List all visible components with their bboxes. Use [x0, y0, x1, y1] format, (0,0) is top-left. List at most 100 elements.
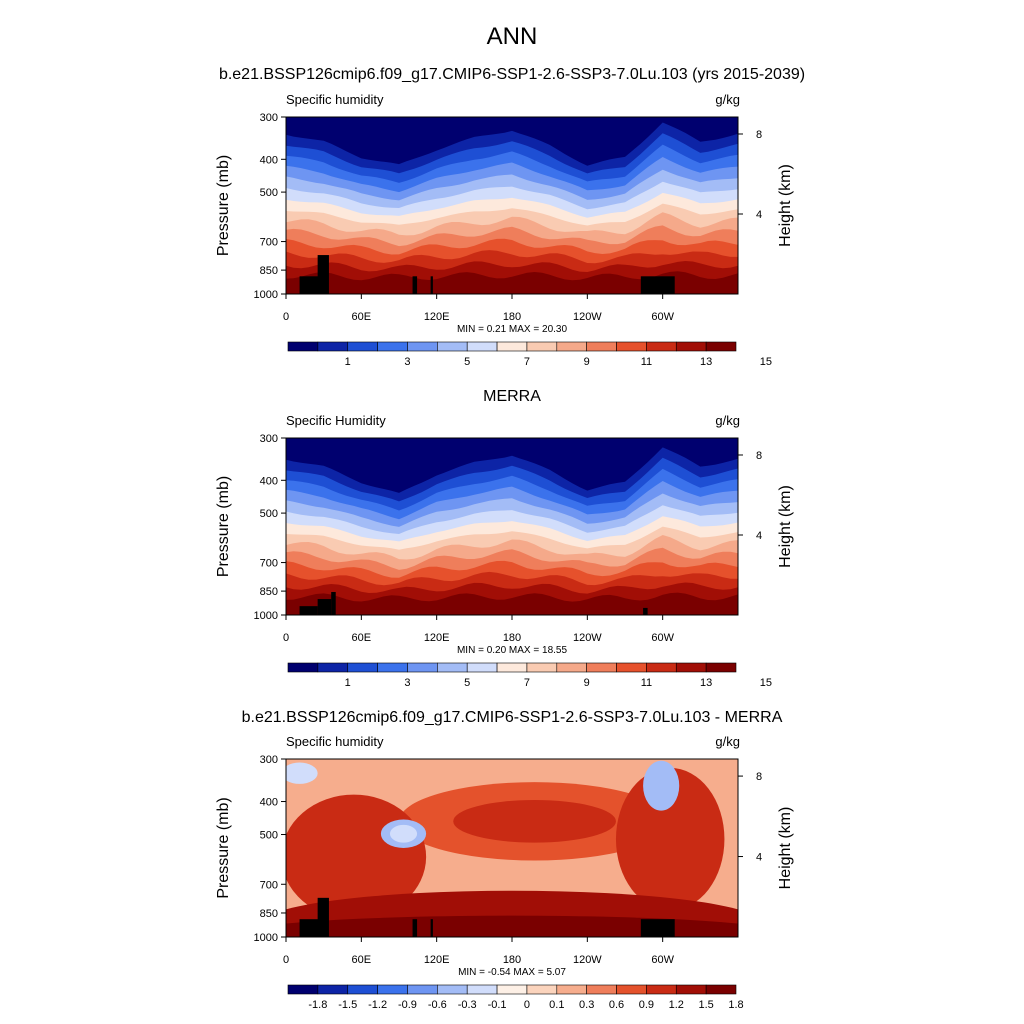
- colorbar-segment: [705, 984, 737, 995]
- colorbar-tick-label: 7: [524, 677, 530, 689]
- figure-title: ANN: [487, 23, 538, 50]
- x-tick-label: 60E: [352, 632, 372, 644]
- colorbar-tick-label: 1.5: [698, 999, 713, 1011]
- topography-block: [640, 919, 675, 937]
- x-tick-label: 0: [283, 632, 289, 644]
- colorbar-segment: [646, 662, 677, 673]
- colorbar-tick-label: 11: [641, 677, 652, 689]
- colorbar-segment: [466, 341, 498, 352]
- colorbar-tick-label: 0.3: [579, 999, 594, 1011]
- colorbar-tick-label: 3: [404, 677, 410, 689]
- variable-label: Specific humidity: [286, 734, 384, 749]
- min-max-label: MIN = 0.20 MAX = 18.55: [457, 645, 567, 656]
- colorbar-segment: [556, 662, 587, 673]
- panel3-heading: b.e21.BSSP126cmip6.f09_g17.CMIP6-SSP1-2.…: [242, 709, 783, 726]
- topography-block: [317, 897, 329, 937]
- x-tick-label: 60W: [651, 632, 674, 644]
- colorbar-segment: [287, 984, 319, 995]
- colorbar-tick-label: 1: [345, 677, 351, 689]
- colorbar-segment: [496, 984, 528, 995]
- colorbar-segment: [407, 984, 438, 995]
- contour-field: [286, 438, 738, 615]
- colorbar-tick-label: 1: [345, 356, 351, 368]
- x-tick-label: 180: [503, 954, 521, 966]
- y2-tick-label: 4: [756, 209, 762, 221]
- y-tick-label: 400: [260, 475, 278, 487]
- contour-band: [643, 760, 680, 811]
- y-tick-label: 1000: [254, 289, 278, 301]
- x-tick-label: 180: [503, 311, 521, 323]
- colorbar-segment: [466, 662, 498, 673]
- y-tick-label: 400: [260, 797, 278, 809]
- units-label: g/kg: [715, 92, 740, 107]
- colorbar-segment: [287, 341, 319, 352]
- contour-field: [286, 117, 738, 294]
- y-tick-label: 500: [260, 508, 278, 520]
- colorbar-segment: [616, 341, 647, 352]
- colorbar-tick-label: 1.8: [728, 999, 743, 1011]
- y-tick-label: 300: [260, 112, 278, 124]
- colorbar-segment: [317, 341, 349, 352]
- colorbar-tick-label: 5: [464, 677, 470, 689]
- x-tick-label: 120W: [573, 954, 602, 966]
- y-tick-label: 500: [260, 830, 278, 842]
- colorbar-tick-label: 13: [700, 356, 712, 368]
- y2-tick-label: 4: [756, 530, 762, 542]
- y2-tick-label: 8: [756, 771, 762, 783]
- x-tick-label: 0: [283, 311, 289, 323]
- y-tick-label: 700: [260, 237, 278, 249]
- colorbar-tick-label: 7: [524, 356, 530, 368]
- colorbar-tick-label: 9: [584, 356, 590, 368]
- colorbar-segment: [437, 341, 468, 352]
- y-tick-label: 850: [260, 908, 278, 920]
- colorbar-segment: [407, 662, 438, 673]
- y-tick-label: 300: [260, 433, 278, 445]
- colorbar-tick-label: 0.6: [609, 999, 624, 1011]
- x-tick-label: 120E: [424, 632, 450, 644]
- y-tick-label: 400: [260, 154, 278, 166]
- colorbar-segment: [317, 984, 349, 995]
- x-tick-label: 120E: [424, 954, 450, 966]
- contour-band: [286, 271, 738, 294]
- colorbar-tick-label: -0.9: [398, 999, 417, 1011]
- contour-field: [286, 759, 738, 937]
- colorbar-tick-label: -1.2: [368, 999, 387, 1011]
- units-label: g/kg: [715, 413, 740, 428]
- min-max-label: MIN = 0.21 MAX = 20.30: [457, 324, 567, 335]
- colorbar-segment: [646, 341, 677, 352]
- y-tick-label: 700: [260, 558, 278, 570]
- colorbar-segment: [586, 341, 617, 352]
- panel2-heading: MERRA: [483, 388, 541, 405]
- colorbar-tick-label: 1.2: [669, 999, 684, 1011]
- y2-axis-title: Height (km): [777, 164, 794, 247]
- contour-band: [286, 592, 738, 615]
- topography-block: [412, 276, 418, 294]
- y2-tick-label: 8: [756, 129, 762, 141]
- panel-difference: Specific humidity g/kg3004005007008501000…: [215, 734, 794, 1011]
- x-tick-label: 60W: [651, 954, 674, 966]
- colorbar-segment: [586, 984, 617, 995]
- y-tick-label: 850: [260, 265, 278, 277]
- colorbar-tick-label: 0: [524, 999, 530, 1011]
- colorbar-segment: [377, 984, 408, 995]
- colorbar-segment: [407, 341, 438, 352]
- colorbar-segment: [586, 662, 617, 673]
- colorbar-segment: [466, 984, 498, 995]
- colorbar-segment: [287, 662, 319, 673]
- colorbar-segment: [646, 984, 677, 995]
- topography-block: [317, 255, 329, 294]
- colorbar-segment: [437, 662, 468, 673]
- y-tick-label: 1000: [254, 610, 278, 622]
- colorbar-segment: [526, 984, 558, 995]
- contour-band: [286, 915, 738, 937]
- colorbar-segment: [705, 341, 737, 352]
- x-tick-label: 0: [283, 954, 289, 966]
- colorbar-tick-label: 9: [584, 677, 590, 689]
- colorbar-tick-label: 5: [464, 356, 470, 368]
- x-tick-label: 60W: [651, 311, 674, 323]
- variable-label: Specific Humidity: [286, 413, 386, 428]
- topography-block: [643, 607, 648, 615]
- contour-band: [615, 767, 725, 911]
- colorbar-tick-label: -0.6: [428, 999, 447, 1011]
